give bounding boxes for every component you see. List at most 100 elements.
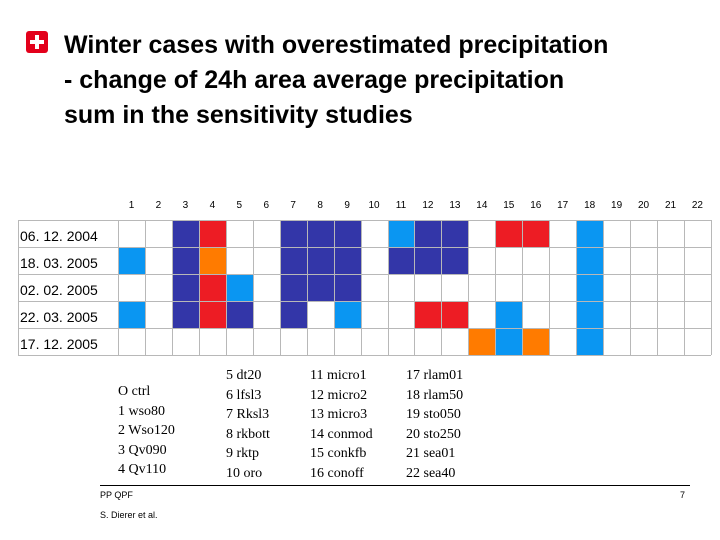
grid-cell bbox=[199, 275, 226, 301]
legend-item: 7 Rksl3 bbox=[226, 407, 270, 422]
grid-line bbox=[630, 220, 632, 355]
grid-cell bbox=[577, 275, 604, 301]
grid-line bbox=[414, 220, 416, 355]
grid-cell bbox=[280, 275, 307, 301]
title-line-2: - change of 24h area average precipitati… bbox=[64, 66, 565, 94]
grid-cell bbox=[415, 302, 442, 328]
grid-line bbox=[198, 220, 200, 355]
column-label-8: 8 bbox=[317, 200, 323, 211]
row-label: 06. 12. 2004 bbox=[20, 228, 98, 244]
grid-cell bbox=[496, 329, 523, 355]
column-label-19: 19 bbox=[611, 200, 623, 211]
column-label-2: 2 bbox=[155, 200, 162, 211]
footer-divider bbox=[100, 485, 690, 486]
grid-line bbox=[306, 220, 308, 355]
column-label-14: 14 bbox=[476, 200, 488, 211]
grid-line bbox=[441, 220, 443, 355]
grid-line bbox=[225, 220, 227, 355]
grid-line bbox=[18, 220, 19, 355]
grid-line bbox=[252, 220, 254, 355]
grid-line bbox=[603, 220, 605, 355]
grid-cell bbox=[226, 302, 253, 328]
footer-author: S. Dierer et al. bbox=[100, 510, 158, 520]
grid-cell bbox=[388, 221, 415, 247]
legend-column-4: 17 rlam01 18 rlam50 19 sto050 20 sto250 … bbox=[406, 366, 463, 483]
grid-cell bbox=[496, 221, 523, 247]
grid-cell bbox=[226, 275, 253, 301]
swiss-cross-icon bbox=[26, 31, 48, 53]
grid-line bbox=[495, 220, 497, 355]
legend-item: 8 rkbott bbox=[226, 426, 270, 442]
column-label-21: 21 bbox=[664, 200, 677, 211]
column-label-3: 3 bbox=[182, 200, 189, 211]
grid-cell bbox=[172, 248, 199, 274]
grid-line bbox=[360, 220, 362, 355]
legend-item: 5 dt20 bbox=[226, 368, 262, 383]
grid-line bbox=[18, 355, 711, 356]
grid-line bbox=[18, 220, 711, 221]
grid-cell bbox=[334, 221, 361, 247]
legend-column-1: O ctrl 1 wso80 2 Wso120 3 Qv090 4 Qv110 bbox=[118, 382, 175, 480]
grid-line bbox=[549, 220, 551, 355]
column-label-20: 20 bbox=[637, 200, 650, 211]
grid-cell bbox=[280, 302, 307, 328]
grid-cell bbox=[199, 221, 226, 247]
column-label-5: 5 bbox=[236, 200, 243, 211]
legend-item: 16 conoff bbox=[310, 465, 364, 481]
grid-line bbox=[144, 220, 146, 355]
grid-line bbox=[171, 220, 173, 355]
grid-line bbox=[18, 274, 711, 275]
legend-item: 21 sea01 bbox=[406, 446, 456, 461]
legend-item: 22 sea40 bbox=[406, 465, 456, 481]
grid-cell bbox=[415, 221, 442, 247]
column-label-11: 11 bbox=[395, 200, 407, 211]
legend-item: O ctrl bbox=[118, 384, 151, 399]
column-label-10: 10 bbox=[368, 200, 380, 211]
grid-cell bbox=[334, 248, 361, 274]
grid-line bbox=[18, 247, 711, 248]
grid-cell bbox=[199, 302, 226, 328]
legend-item: 9 rktp bbox=[226, 446, 260, 461]
legend-item: 13 micro3 bbox=[310, 407, 368, 422]
column-label-13: 13 bbox=[449, 200, 461, 211]
grid-cell bbox=[469, 329, 496, 355]
grid-cell bbox=[523, 221, 550, 247]
legend-item: 2 Wso120 bbox=[118, 423, 175, 438]
column-label-17: 17 bbox=[557, 200, 569, 211]
legend-item: 11 micro1 bbox=[310, 368, 367, 383]
legend-item: 19 sto050 bbox=[406, 407, 461, 422]
grid-cell bbox=[415, 248, 442, 274]
column-label-6: 6 bbox=[263, 200, 270, 211]
legend-item: 3 Qv090 bbox=[118, 442, 167, 458]
legend-item: 10 oro bbox=[226, 465, 263, 481]
grid-cell bbox=[307, 221, 334, 247]
legend-column-2: 5 dt20 6 lfsl3 7 Rksl3 8 rkbott 9 rktp 1… bbox=[226, 366, 270, 483]
grid-cell bbox=[119, 302, 145, 328]
grid-cell bbox=[172, 302, 199, 328]
grid-cell bbox=[442, 248, 469, 274]
grid-cell bbox=[280, 221, 307, 247]
legend-item: 6 lfsl3 bbox=[226, 387, 262, 403]
grid-line bbox=[333, 220, 335, 355]
grid-cell bbox=[307, 275, 334, 301]
grid-cell bbox=[496, 302, 523, 328]
grid-cell bbox=[334, 302, 361, 328]
title-line-1: Winter cases with overestimated precipit… bbox=[64, 31, 609, 59]
grid-line bbox=[710, 220, 712, 355]
legend-item: 12 micro2 bbox=[310, 387, 368, 403]
grid-line bbox=[18, 328, 711, 329]
grid-line bbox=[683, 220, 685, 355]
column-label-16: 16 bbox=[530, 200, 542, 211]
legend-item: 1 wso80 bbox=[118, 403, 166, 419]
column-label-1: 1 bbox=[128, 200, 135, 211]
legend-item: 4 Qv110 bbox=[118, 462, 167, 477]
legend-column-3: 11 micro1 12 micro2 13 micro3 14 conmod … bbox=[310, 366, 373, 483]
grid-line bbox=[657, 220, 658, 355]
grid-line bbox=[522, 220, 524, 355]
legend-item: 15 conkfb bbox=[310, 446, 367, 461]
column-label-15: 15 bbox=[503, 200, 515, 211]
legend-item: 20 sto250 bbox=[406, 426, 461, 442]
grid-line bbox=[279, 220, 281, 355]
footer-org: PP QPF bbox=[100, 490, 133, 500]
grid-cell bbox=[172, 221, 199, 247]
